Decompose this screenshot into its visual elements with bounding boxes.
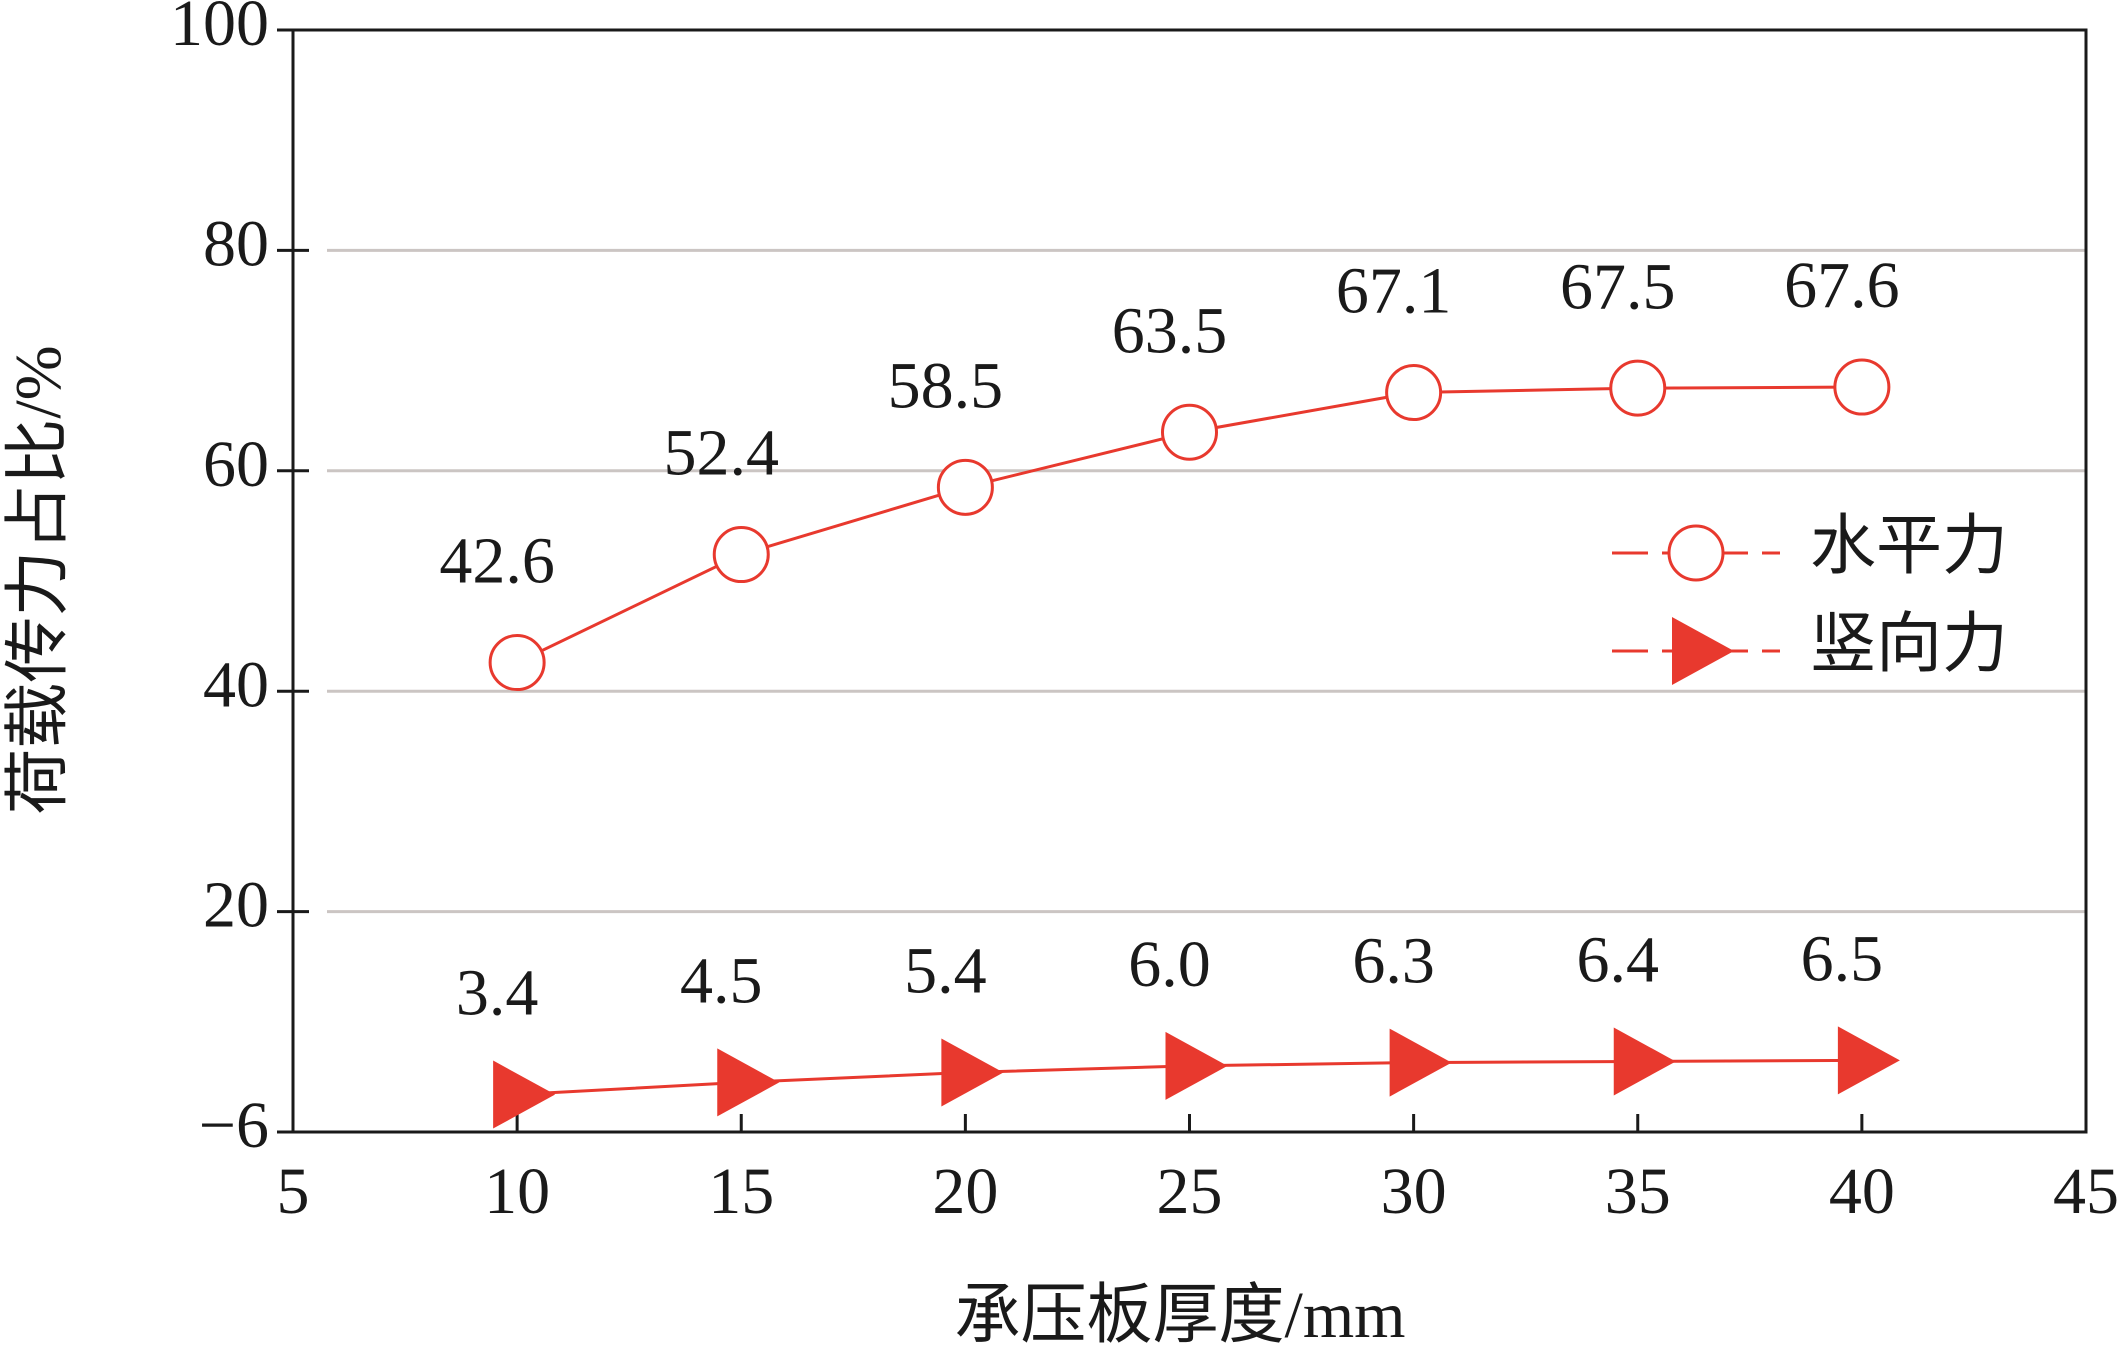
data-label: 58.5 (888, 349, 1004, 422)
marker (488, 634, 546, 692)
data-label: 6.3 (1352, 925, 1435, 998)
marker (493, 1060, 556, 1129)
y-axis-label: 荷载传力占比/% (2, 345, 75, 814)
marker (941, 1038, 1004, 1107)
marker (717, 1048, 780, 1117)
marker (1389, 1028, 1452, 1097)
y-tick-label: 20 (203, 869, 269, 942)
x-axis-label: 承压板厚度/mm (954, 1279, 1405, 1352)
marker (1613, 1027, 1676, 1096)
marker (712, 526, 770, 584)
x-tick-label: 25 (1157, 1155, 1223, 1228)
legend-marker (1672, 617, 1734, 685)
plot-frame (291, 28, 2088, 1134)
x-tick-label: 45 (2053, 1155, 2119, 1228)
marker (936, 458, 994, 516)
y-tick-label: 60 (203, 428, 269, 501)
y-tick-label: 40 (203, 648, 269, 721)
marker (1609, 359, 1667, 417)
data-label: 3.4 (456, 957, 539, 1030)
x-tick-label: 30 (1381, 1155, 1447, 1228)
x-tick-label: 10 (484, 1155, 550, 1228)
legend-marker (1667, 524, 1725, 582)
marker (1161, 403, 1218, 461)
data-label: 6.0 (1128, 928, 1211, 1001)
y-tick-label: −6 (199, 1089, 269, 1162)
x-tick-label: 15 (708, 1155, 774, 1228)
y-tick-label: 100 (170, 0, 269, 60)
data-label: 6.4 (1577, 924, 1660, 997)
marker (1837, 1026, 1900, 1095)
data-label: 52.4 (664, 417, 780, 490)
marker (1833, 358, 1891, 416)
data-label: 67.5 (1560, 250, 1676, 323)
x-tick-label: 20 (932, 1155, 998, 1228)
x-tick-label: 35 (1605, 1155, 1671, 1228)
legend-label: 竖向力 (1810, 608, 2008, 681)
data-label: 63.5 (1112, 294, 1228, 367)
x-tick-label: 5 (277, 1155, 310, 1228)
data-label: 67.1 (1336, 255, 1452, 328)
data-label: 6.5 (1801, 923, 1884, 996)
data-label: 67.6 (1784, 249, 1900, 322)
marker (1165, 1031, 1228, 1100)
legend-label: 水平力 (1810, 510, 2008, 583)
y-tick-label: 80 (203, 208, 269, 281)
x-tick-label: 40 (1829, 1155, 1895, 1228)
data-label: 5.4 (904, 935, 987, 1008)
marker (1385, 364, 1443, 422)
data-label: 42.6 (439, 525, 555, 598)
data-label: 4.5 (680, 945, 763, 1018)
